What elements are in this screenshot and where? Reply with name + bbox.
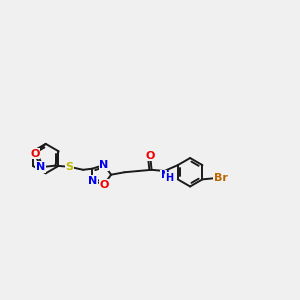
Text: N: N bbox=[99, 160, 109, 170]
Text: N: N bbox=[161, 170, 170, 180]
Text: N: N bbox=[36, 162, 45, 172]
Text: Br: Br bbox=[214, 173, 227, 183]
Text: O: O bbox=[99, 179, 109, 190]
Text: O: O bbox=[30, 149, 40, 159]
Text: O: O bbox=[146, 151, 155, 160]
Text: N: N bbox=[88, 176, 97, 186]
Text: H: H bbox=[165, 173, 173, 183]
Text: S: S bbox=[66, 162, 74, 172]
